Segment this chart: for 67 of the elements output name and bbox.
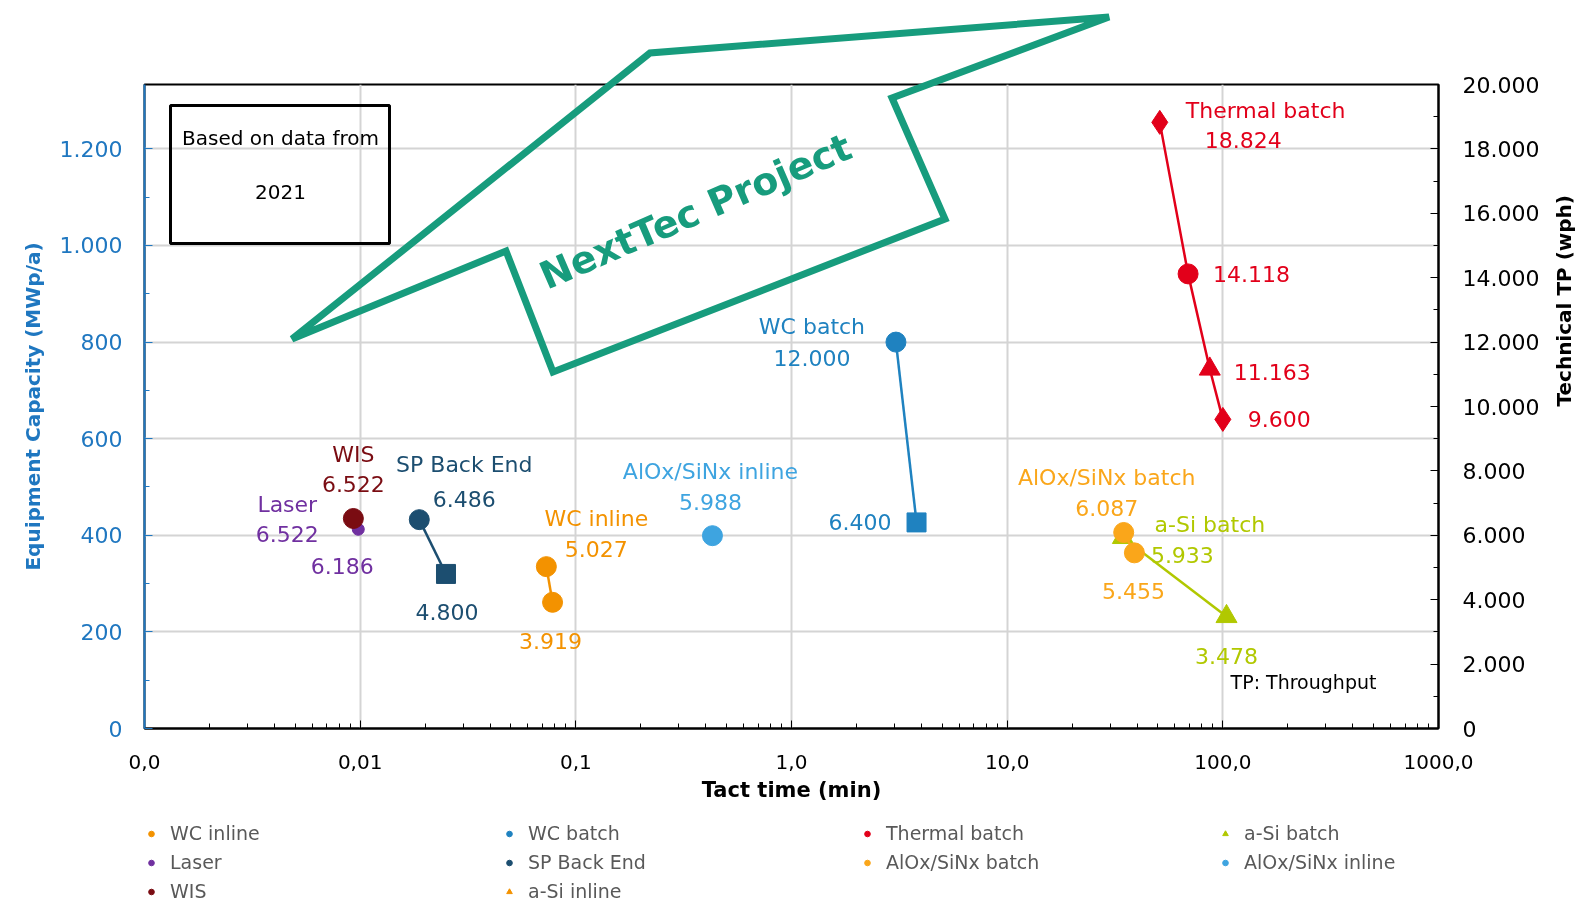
y2-axis-title: Technical TP (wph) [1552, 195, 1577, 407]
data-label: 6.087 [1075, 496, 1139, 522]
legend-label: SP Back End [528, 851, 647, 873]
data-label: 3.919 [519, 629, 583, 655]
data-label: 14.118 [1213, 261, 1291, 287]
x-axis-title: Tact time (min) [701, 777, 882, 802]
legend-label: WC inline [170, 822, 261, 844]
y2-tick-label: 12.000 [1462, 330, 1540, 356]
y2-tick-label: 10.000 [1462, 394, 1540, 420]
y2-tick-label: 14.000 [1462, 265, 1540, 291]
y-tick-label: 1.200 [59, 136, 123, 162]
data-label: 6.522 [321, 472, 385, 498]
legend-label: a-Si inline [528, 880, 623, 902]
y-tick-label: 200 [80, 619, 123, 645]
data-label: 5.455 [1101, 578, 1165, 604]
data-label: 18.824 [1204, 128, 1282, 154]
annotation: TP: Throughput [1229, 670, 1377, 693]
text: WIS [332, 441, 375, 467]
x-tick-label: 10,0 [984, 749, 1030, 774]
y-axis-title: Equipment Capacity (MWp/a) [20, 242, 45, 571]
text: WC batch [758, 313, 866, 339]
x-tick-label: 1000,0 [1403, 749, 1474, 774]
x-tick-label: 100,0 [1194, 749, 1252, 774]
y2-tick-label: 18.000 [1462, 136, 1540, 162]
x-tick-label: 0,01 [337, 749, 383, 774]
legend-label: Laser [170, 851, 223, 873]
x-tick-label: 0,1 [559, 749, 592, 774]
data-label: 9.600 [1247, 407, 1311, 433]
legend-label: WIS [170, 880, 208, 902]
data-label: 3.478 [1195, 643, 1258, 669]
legend-label: AlOx/SiNx inline [1244, 851, 1397, 873]
y-tick-label: 0 [108, 716, 123, 742]
y2-tick-label: 20.000 [1462, 72, 1540, 98]
data-label: 5.027 [564, 536, 628, 562]
data-label: 12.000 [773, 346, 851, 372]
data-label: 6.186 [310, 554, 374, 580]
legend-label: a-Si batch [1244, 822, 1341, 844]
text: Laser [257, 491, 318, 517]
legend-label: AlOx/SiNx batch [886, 851, 1041, 873]
data-label: 5.988 [678, 489, 742, 515]
y-tick-label: 400 [80, 523, 123, 549]
y-tick-label: 800 [80, 330, 123, 355]
y2-tick-label: 4.000 [1462, 587, 1526, 613]
x-tick-label: 1,0 [775, 749, 808, 774]
y2-tick-label: 2.000 [1462, 652, 1526, 678]
data-label: 4.800 [415, 599, 479, 625]
text: a-Si batch [1154, 511, 1266, 537]
text: Based on data from 2021 [182, 125, 379, 204]
y2-tick-label: 16.000 [1462, 201, 1540, 227]
data-label: 5.933 [1150, 543, 1214, 569]
legend-label: WC batch [528, 822, 621, 844]
y-tick-label: 600 [80, 426, 123, 452]
text: AlOx/SiNx batch [1017, 465, 1196, 490]
text: SP Back End [396, 452, 533, 478]
y-tick-label: 1.000 [59, 233, 123, 259]
text: 6.522 [255, 522, 319, 548]
legend-label: Thermal batch [886, 822, 1025, 844]
data-label: 11.163 [1233, 360, 1311, 386]
data-label: 6.400 [828, 510, 892, 536]
y2-tick-label: 0 [1462, 716, 1477, 742]
x-tick-label: 0,0 [128, 749, 161, 774]
y2-tick-label: 8.000 [1462, 458, 1526, 484]
data-label: 6.486 [432, 486, 496, 512]
text: Thermal batch [1185, 97, 1346, 123]
text: WC inline [544, 506, 649, 532]
y2-tick-label: 6.000 [1462, 523, 1526, 549]
text: AlOx/SiNx inline [622, 459, 799, 485]
